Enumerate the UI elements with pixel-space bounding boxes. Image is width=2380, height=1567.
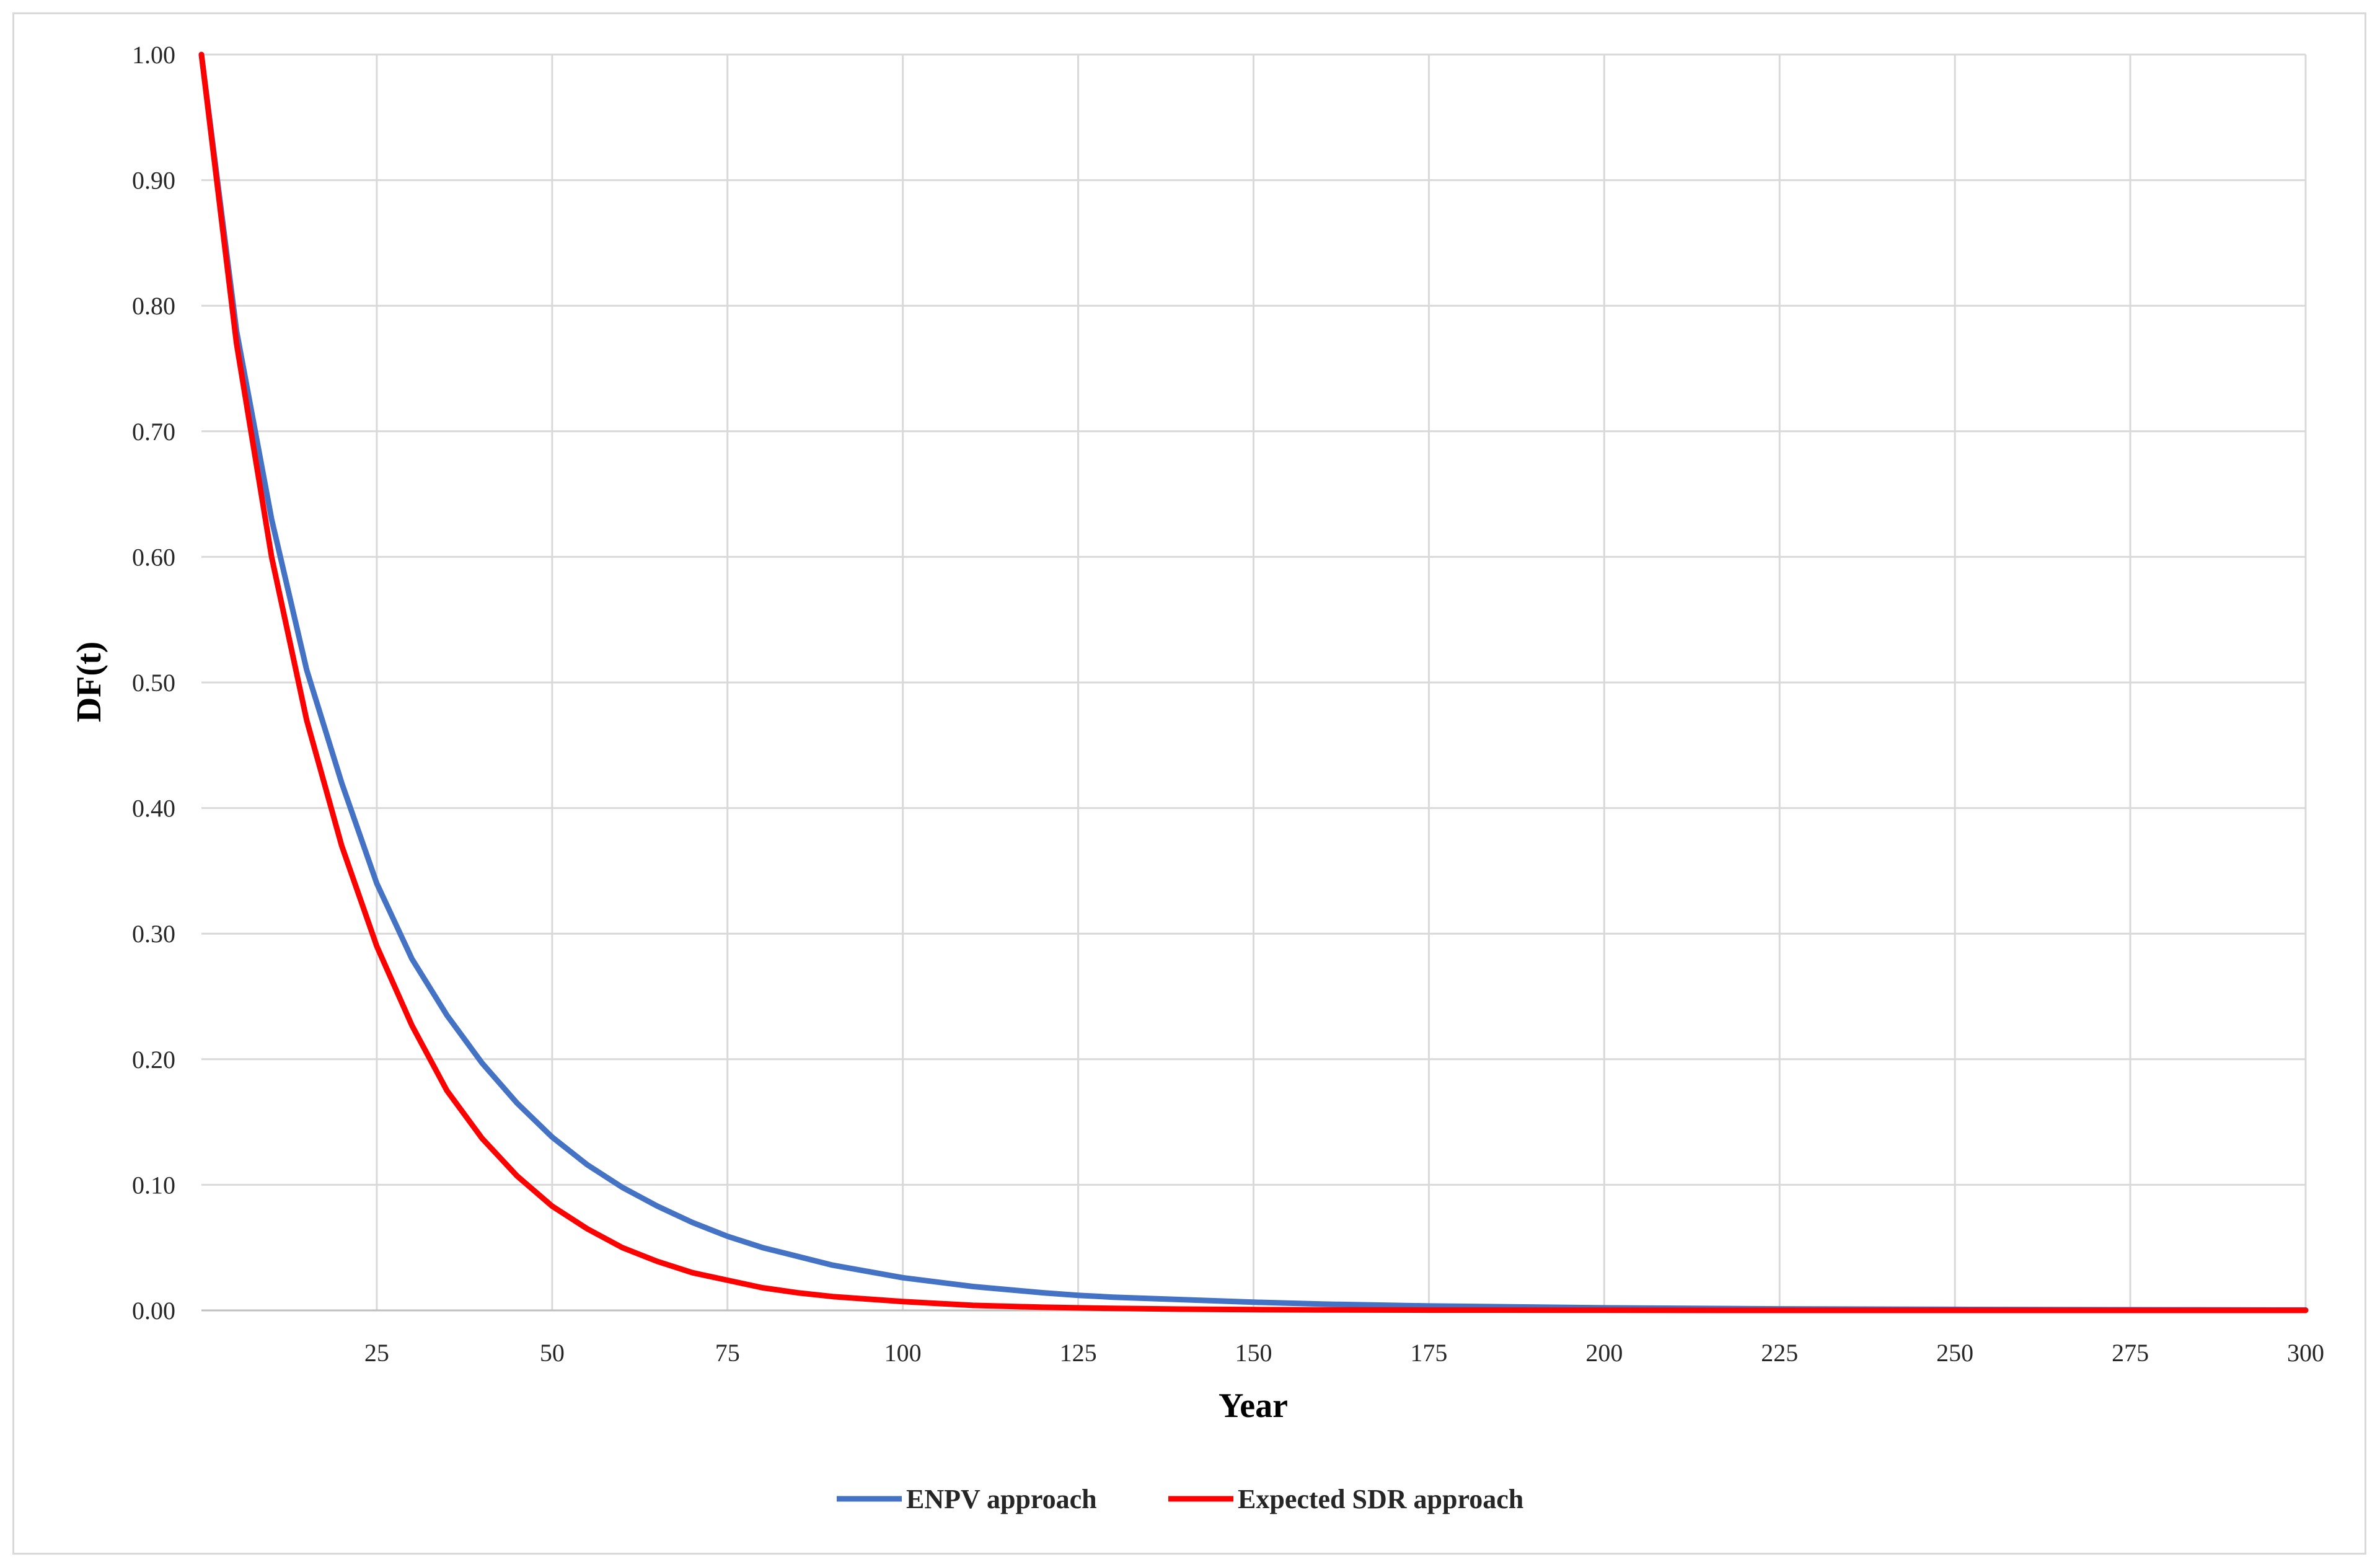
x-tick-label: 175 (1410, 1339, 1447, 1367)
series-line-enpv (198, 51, 2309, 1313)
x-tick-label: 250 (1936, 1339, 1973, 1367)
y-tick-label: 0.20 (132, 1046, 175, 1074)
y-tick-label: 1.00 (132, 41, 175, 69)
x-tick-label: 150 (1235, 1339, 1272, 1367)
y-tick-label: 0.00 (132, 1297, 175, 1325)
legend-item: ENPV approach (837, 1484, 1097, 1514)
x-tick-label: 225 (1761, 1339, 1798, 1367)
tick-labels: 0.00 0.10 0.20 0.30 0.40 0.50 0.60 0.70 0.80 0.90… (132, 41, 2324, 1367)
x-tick-label: 25 (364, 1339, 389, 1367)
x-tick-label: 300 (2287, 1339, 2324, 1367)
y-tick-label: 0.80 (132, 292, 175, 320)
y-tick-label: 0.60 (132, 543, 175, 571)
x-tick-label: 100 (884, 1339, 922, 1367)
legend-label: Expected SDR approach (1238, 1484, 1523, 1514)
y-tick-label: 0.10 (132, 1171, 175, 1199)
x-tick-label: 75 (715, 1339, 740, 1367)
series-lines (198, 51, 2309, 1313)
x-tick-label: 200 (1585, 1339, 1623, 1367)
y-tick-label: 0.90 (132, 167, 175, 195)
y-axis-title: DF(t) (70, 642, 108, 723)
gridlines (201, 53, 2307, 1310)
legend: ENPV approach Expected SDR approach (837, 1484, 1523, 1514)
x-tick-label: 275 (2112, 1339, 2149, 1367)
y-tick-label: 0.30 (132, 920, 175, 948)
y-tick-label: 0.40 (132, 795, 175, 823)
x-axis-title: Year (1219, 1387, 1288, 1425)
series-line-expected-sdr (198, 51, 2309, 1313)
x-tick-label: 50 (540, 1339, 565, 1367)
x-tick-label: 125 (1060, 1339, 1097, 1367)
legend-label: ENPV approach (906, 1484, 1097, 1514)
y-tick-label: 0.50 (132, 669, 175, 697)
legend-item: Expected SDR approach (1168, 1484, 1523, 1514)
y-tick-label: 0.70 (132, 418, 175, 446)
